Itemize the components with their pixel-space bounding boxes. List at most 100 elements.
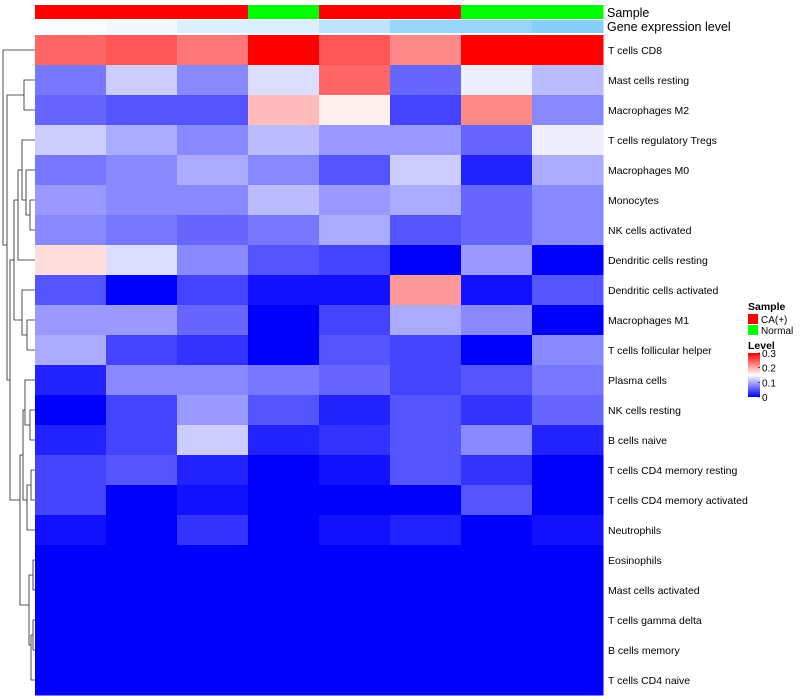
heatmap-cell xyxy=(177,545,249,576)
legend-tick-label: 0.2 xyxy=(762,364,776,375)
heatmap-cell xyxy=(390,275,462,306)
legend-tick-label: 0.3 xyxy=(762,349,776,360)
expression-annotation-cell xyxy=(248,20,320,33)
heatmap-cell xyxy=(248,95,320,126)
row-dendrogram xyxy=(2,49,35,681)
heatmap-cell xyxy=(390,575,462,606)
heatmap-cell xyxy=(461,185,533,216)
heatmap-cell xyxy=(35,65,107,96)
heatmap-cell xyxy=(106,215,178,246)
heatmap-cell xyxy=(532,515,604,546)
dendrogram-branch xyxy=(17,169,35,261)
dendrogram-branch xyxy=(32,559,35,591)
heatmap-cell xyxy=(248,125,320,156)
row-label: T cells gamma delta xyxy=(608,615,702,627)
heatmap-cell xyxy=(319,395,391,426)
heatmap-cell xyxy=(319,365,391,396)
legend-label: CA(+) xyxy=(761,315,787,326)
dendrogram-branch xyxy=(29,409,35,441)
heatmap-cell xyxy=(461,95,533,126)
heatmap-cell xyxy=(319,455,391,486)
heatmap-cell xyxy=(106,95,178,126)
heatmap-cell xyxy=(177,575,249,606)
heatmap-cell xyxy=(390,665,462,696)
heatmap-cell xyxy=(248,335,320,366)
heatmap-cell xyxy=(532,275,604,306)
heatmap-cell xyxy=(319,665,391,696)
sample-annotation-cell xyxy=(461,5,533,19)
row-label: Neutrophils xyxy=(608,525,661,537)
row-label: Mast cells activated xyxy=(608,585,700,597)
dendrogram-branch xyxy=(30,634,35,681)
heatmap-cell xyxy=(532,185,604,216)
legend-swatch xyxy=(748,325,758,335)
heatmap-cell xyxy=(532,545,604,576)
heatmap-cell xyxy=(177,95,249,126)
heatmap-cell xyxy=(106,455,178,486)
heatmap-cell xyxy=(461,245,533,276)
heatmap-cell xyxy=(390,155,462,186)
heatmap-cell xyxy=(106,515,178,546)
annotation-label-expression: Gene expression level xyxy=(607,20,731,34)
heatmap-cell xyxy=(248,425,320,456)
heatmap-cell xyxy=(461,545,533,576)
heatmap-cell xyxy=(177,275,249,306)
heatmap-cell xyxy=(461,635,533,666)
heatmap-cell xyxy=(248,545,320,576)
heatmap-cell xyxy=(390,185,462,216)
heatmap-cell xyxy=(390,395,462,426)
dendrogram-branch xyxy=(6,94,24,381)
expression-annotation-cell xyxy=(177,20,249,33)
expression-annotation-cell xyxy=(35,20,107,33)
heatmap-cell xyxy=(177,65,249,96)
row-label: T cells CD8 xyxy=(608,45,662,57)
heatmap-cell xyxy=(106,125,178,156)
expression-annotation-cell xyxy=(319,20,391,33)
heatmap-cell xyxy=(319,305,391,336)
heatmap-cell xyxy=(177,245,249,276)
heatmap-cell xyxy=(319,425,391,456)
heatmap-cell xyxy=(248,155,320,186)
heatmap-cell xyxy=(35,275,107,306)
legend-tick-label: 0.1 xyxy=(762,378,776,389)
heatmap-cell xyxy=(248,185,320,216)
heatmap-cell xyxy=(532,125,604,156)
heatmap-cell xyxy=(106,305,178,336)
heatmap-cell xyxy=(35,305,107,336)
heatmap-cell xyxy=(390,65,462,96)
dendrogram-branch xyxy=(26,319,35,351)
heatmap-cells xyxy=(35,35,604,696)
heatmap-cell xyxy=(177,425,249,456)
heatmap-cell xyxy=(106,395,178,426)
heatmap-cell xyxy=(177,365,249,396)
heatmap-cell xyxy=(177,665,249,696)
legend-color-bar xyxy=(748,353,760,397)
heatmap-cell xyxy=(461,125,533,156)
heatmap-cell xyxy=(35,125,107,156)
heatmap-cell xyxy=(532,575,604,606)
heatmap-cell xyxy=(248,515,320,546)
heatmap-cell xyxy=(106,185,178,216)
legend-tick-label: 0 xyxy=(762,393,768,404)
heatmap-cell xyxy=(390,455,462,486)
heatmap-cell xyxy=(106,575,178,606)
heatmap-cell xyxy=(461,275,533,306)
dendrogram-branch xyxy=(26,484,35,531)
heatmap-cell xyxy=(461,305,533,336)
row-label: Eosinophils xyxy=(608,555,662,567)
heatmap-cell xyxy=(390,125,462,156)
heatmap-cell xyxy=(532,215,604,246)
heatmap-cell xyxy=(177,395,249,426)
heatmap-cell xyxy=(35,635,107,666)
heatmap-cell xyxy=(248,245,320,276)
expression-annotation-cell xyxy=(461,20,533,33)
heatmap-cell xyxy=(106,665,178,696)
heatmap-cell xyxy=(35,245,107,276)
heatmap-cell xyxy=(35,35,107,66)
row-label: B cells memory xyxy=(608,645,681,657)
heatmap-cell xyxy=(35,215,107,246)
heatmap-cell xyxy=(35,665,107,696)
row-label: Monocytes xyxy=(608,195,659,207)
row-label: Macrophages M1 xyxy=(608,315,689,327)
